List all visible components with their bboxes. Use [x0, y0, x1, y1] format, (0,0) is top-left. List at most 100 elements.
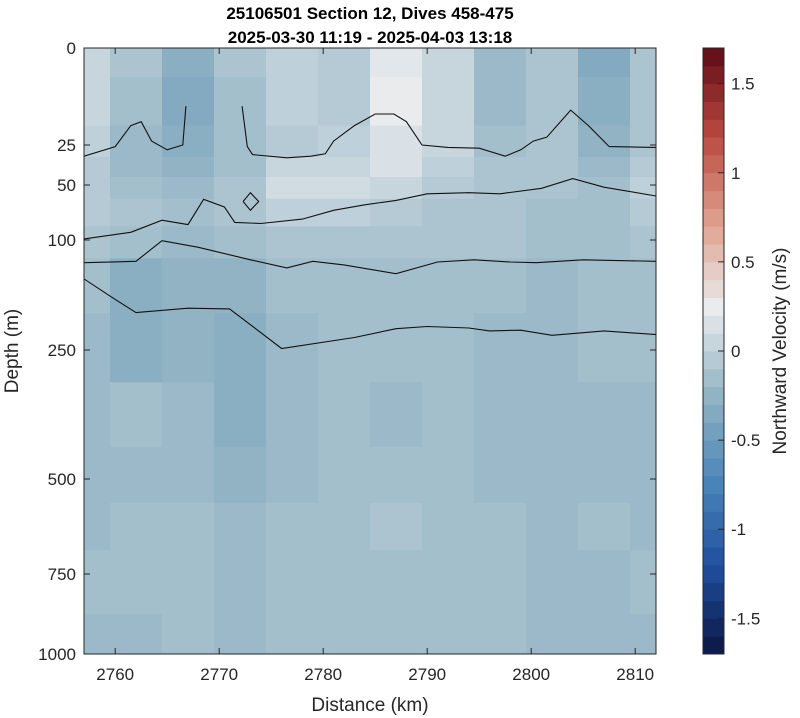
colorbar-tick-label: 1 [731, 164, 740, 183]
plot-area: 2760 2770 2780 2790 2800 2810 0 25 50 100 250 500 7… [38, 39, 657, 684]
colorbar-tick-label: 0 [731, 342, 740, 361]
heatmap-cell [84, 313, 111, 383]
heatmap-cell [578, 177, 631, 200]
heatmap-cell [422, 226, 475, 259]
y-tick-label: 500 [48, 470, 76, 489]
heatmap-cell [474, 258, 527, 314]
heatmap-cell [630, 77, 656, 127]
heatmap-cell [474, 226, 527, 259]
heatmap-cell [370, 502, 423, 551]
heatmap-cell [214, 550, 267, 615]
heatmap-cell [370, 258, 423, 314]
colorbar-bin [703, 261, 724, 281]
colorbar-tick-label: -1.5 [731, 609, 760, 628]
colorbar-bin [703, 244, 724, 263]
heatmap-cell [214, 48, 267, 78]
heatmap-cell [370, 177, 423, 200]
heatmap-cell [630, 614, 656, 654]
heatmap-cell [422, 125, 475, 158]
heatmap-cell [422, 177, 475, 200]
heatmap-cell [214, 614, 267, 654]
heatmap-cell [630, 258, 656, 314]
heatmap-cell [110, 614, 163, 654]
heatmap-cell [110, 550, 163, 615]
heatmap-cell [266, 446, 319, 504]
heatmap-cell [370, 614, 423, 654]
colorbar-bin [703, 351, 724, 370]
heatmap-cell [526, 258, 579, 314]
heatmap-cell [214, 313, 267, 383]
heatmap-cell [110, 446, 163, 504]
colorbar-bin [703, 83, 724, 102]
x-tick-label: 2770 [200, 665, 238, 684]
isopycnal-contour-line [84, 278, 656, 350]
colorbar-bin [703, 582, 724, 601]
heatmap-cell [214, 502, 267, 551]
colorbar-bin [703, 440, 724, 459]
heatmap-cell [526, 446, 579, 504]
heatmap-cell [526, 177, 579, 200]
heatmap-cell [422, 614, 475, 654]
isopycnal-contour-line [241, 106, 656, 159]
heatmap-cell [84, 382, 111, 448]
colorbar-bin [703, 279, 724, 298]
heatmap-cell [578, 382, 631, 448]
heatmap-cell [630, 125, 656, 158]
x-tick-label: 2760 [96, 665, 134, 684]
colorbar-tick-label: -0.5 [731, 431, 760, 450]
heatmap-cell [266, 77, 319, 127]
heatmap-cell [110, 226, 163, 259]
colorbar-tick-label: -1 [731, 520, 746, 539]
heatmap-cell [84, 198, 111, 227]
heatmap-cell [630, 382, 656, 448]
heatmap-cell [526, 77, 579, 127]
colorbar-bin [703, 547, 724, 566]
heatmap-cell [214, 77, 267, 127]
heatmap-cell [84, 550, 111, 615]
heatmap-cell [318, 614, 371, 654]
heatmap-cell [110, 502, 163, 551]
heatmap-cell [110, 157, 163, 178]
heatmap-cell [318, 502, 371, 551]
heatmap-cell [318, 226, 371, 259]
heatmap-cell [578, 226, 631, 259]
heatmap-cell [526, 382, 579, 448]
colorbar-bin [703, 315, 724, 334]
heatmap-cell [422, 550, 475, 615]
heatmap-cell [526, 502, 579, 551]
colorbar-bin [703, 154, 724, 174]
colorbar-label: Northward Velocity (m/s) [770, 248, 791, 455]
isopycnal-contour-line [84, 106, 187, 157]
colorbar-bin [703, 493, 724, 512]
colorbar-bin [703, 636, 724, 655]
heatmap-cell [630, 177, 656, 200]
heatmap-cell [214, 446, 267, 504]
heatmap-cell [422, 446, 475, 504]
heatmap-cell [214, 258, 267, 314]
colorbar-bin [703, 101, 724, 120]
y-tick-label: 1000 [38, 645, 76, 664]
isopycnal-contour-line [84, 240, 656, 275]
colorbar-bin [703, 422, 724, 441]
heatmap-cell [630, 502, 656, 551]
heatmap-cell [474, 614, 527, 654]
heatmap-cell [84, 446, 111, 504]
heatmap-cell [162, 382, 215, 448]
heatmap-cell [370, 125, 423, 158]
heatmap-cell [266, 157, 319, 178]
heatmap-cell [266, 313, 319, 383]
heatmap-cell [214, 125, 267, 158]
isopycnal-contour-line [84, 178, 656, 240]
heatmap-cell [266, 48, 319, 78]
heatmap-cell [578, 258, 631, 314]
heatmap-cell [84, 614, 111, 654]
isopycnal-contour-line [242, 191, 260, 212]
heatmap-cell [526, 614, 579, 654]
heatmap-cell [266, 258, 319, 314]
heatmap-cell [110, 77, 163, 127]
heatmap-cell [110, 177, 163, 200]
colorbar-bin [703, 618, 724, 637]
heatmap-cell [578, 48, 631, 78]
heatmap-cell [526, 226, 579, 259]
heatmap-cell [578, 550, 631, 615]
